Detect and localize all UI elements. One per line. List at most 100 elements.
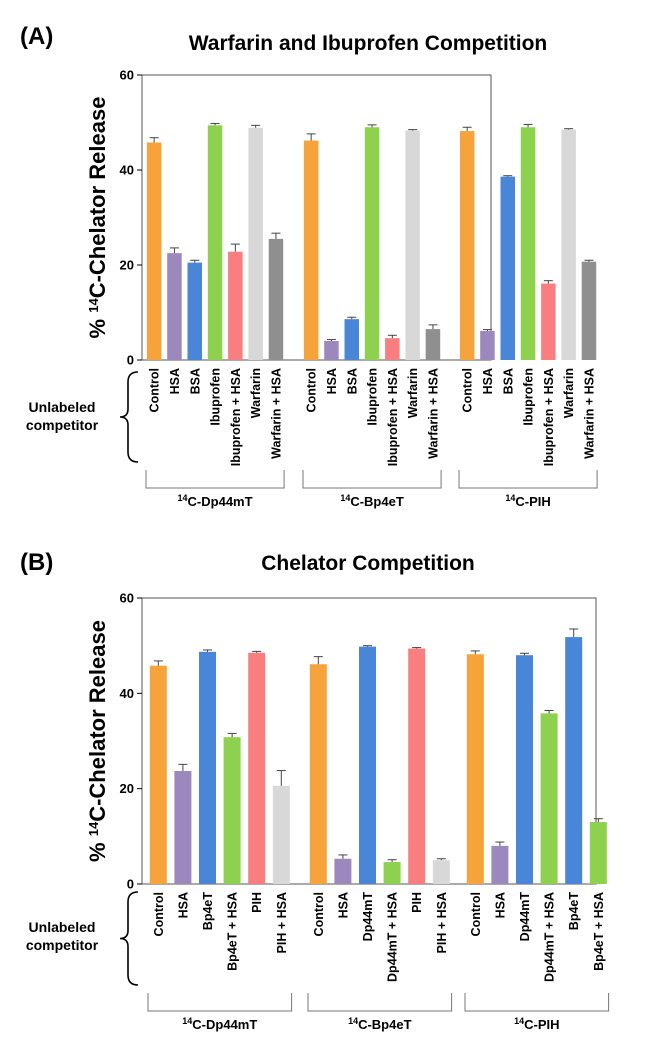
bar-pih-hsa [272,785,290,884]
y-tick-label: 40 [120,686,134,701]
bar-bp4et [199,651,216,884]
y-tick-label: 60 [120,68,134,83]
bar-control [466,654,484,884]
bar-warfarin [405,130,420,360]
y-tick-label: 20 [120,781,134,796]
x-category-label: Bp4eT [567,892,581,931]
chart-title: Warfarin and Ibuprofen Competition [189,32,548,55]
bar-dp44mt [516,655,533,884]
x-category-label: Control [469,892,483,936]
bar-bp4et-hsa [223,737,241,884]
x-category-label: PIH + HSA [275,892,289,953]
bar-bsa [500,176,515,360]
bar-warfarin-hsa [268,238,284,360]
x-category-label: BSA [501,368,515,394]
x-category-label: Ibuprofen + HSA [229,368,243,466]
x-category-label: Control [148,368,162,412]
x-category-label: Ibuprofen + HSA [542,368,556,466]
x-category-label: PIH [410,892,424,913]
bar-control [303,140,319,360]
chart-panel-b: (B) Chelator Competition % 14C-Chelator Re… [20,549,610,1032]
x-category-label: Ibuprofen [209,368,223,426]
y-tick-label: 20 [120,258,134,273]
x-category-label: Bp4eT + HSA [592,892,606,971]
bar-pih [408,648,426,884]
side-label-line1: Unlabeled [29,399,96,415]
y-tick-label: 60 [120,591,134,606]
y-tick-label: 0 [127,877,134,892]
group-bracket [307,993,453,1012]
x-category-label: Warfarin + HSA [582,368,596,459]
bar-control [309,664,327,884]
brace [119,371,139,463]
bar-bp4et-hsa [589,822,607,884]
bar-ibuprofen-hsa [541,283,556,360]
side-label-line2: competitor [26,937,99,953]
x-category-label: Ibuprofen [522,368,536,426]
x-category-label: Warfarin [249,368,263,418]
bar-ibuprofen-hsa [228,251,243,360]
x-category-label: PIH + HSA [435,892,449,953]
bar-bsa [187,262,202,360]
bar-warfarin [561,129,576,360]
group-bracket [145,470,285,489]
x-category-label: Control [312,892,326,936]
bar-hsa [480,331,495,360]
bar-control [146,142,162,360]
bar-hsa [491,845,509,884]
x-category-label: Warfarin [562,368,576,418]
x-category-label: Bp4eT [201,892,215,931]
x-category-label: HSA [493,892,507,918]
x-category-label: Control [305,368,319,412]
bar-dp44mt-hsa [383,862,401,884]
bar-ibuprofen [520,127,536,360]
bar-control [149,665,167,884]
group-bracket [147,993,293,1012]
bar-hsa [324,341,339,360]
x-category-label: Ibuprofen + HSA [386,368,400,466]
bar-hsa [334,858,352,884]
side-label-line1: Unlabeled [29,919,96,935]
group-label: 14C-Dp44mT [182,1016,257,1032]
bar-ibuprofen-hsa [385,338,400,360]
bar-dp44mt [359,646,376,884]
side-label-line2: competitor [26,417,99,433]
x-category-label: Dp44mT + HSA [543,892,557,982]
bar-control [459,131,475,360]
brace [119,891,139,986]
x-category-label: HSA [176,892,190,918]
chart-title: Chelator Competition [261,552,475,575]
x-category-label: HSA [168,368,182,394]
group-label: 14C-PIH [505,493,550,509]
bar-warfarin-hsa [581,261,597,360]
panel-label: (B) [20,549,53,576]
group-bracket [302,470,442,489]
x-category-label: Control [461,368,475,412]
x-category-label: Dp44mT + HSA [386,892,400,982]
x-category-label: Dp44mT [361,892,375,942]
x-category-label: PIH [250,892,264,913]
y-tick-label: 0 [127,353,134,368]
x-category-label: HSA [325,368,339,394]
bar-hsa [167,253,182,360]
bar-ibuprofen [207,125,223,360]
x-category-label: Warfarin [406,368,420,418]
x-category-label: BSA [345,368,359,394]
x-category-label: Warfarin + HSA [426,368,440,459]
chart-panel-a: (A) Warfarin and Ibuprofen Competition % 1… [20,23,598,509]
x-category-label: HSA [336,892,350,918]
y-axis-label: % 14C-Chelator Release [85,620,110,862]
bar-pih [248,652,266,884]
bar-warfarin [248,127,263,360]
x-category-label: HSA [481,368,495,394]
bar-bp4et [565,637,583,884]
y-axis-label: % 14C-Chelator Release [85,97,110,339]
bar-dp44mt-hsa [540,713,558,884]
group-label: 14C-PIH [514,1016,559,1032]
bar-hsa [174,771,192,884]
group-label: 14C-Dp44mT [178,493,253,509]
x-category-label: BSA [188,368,202,394]
group-label: 14C-Bp4eT [340,493,404,509]
group-bracket [464,993,610,1012]
group-bracket [458,470,598,489]
